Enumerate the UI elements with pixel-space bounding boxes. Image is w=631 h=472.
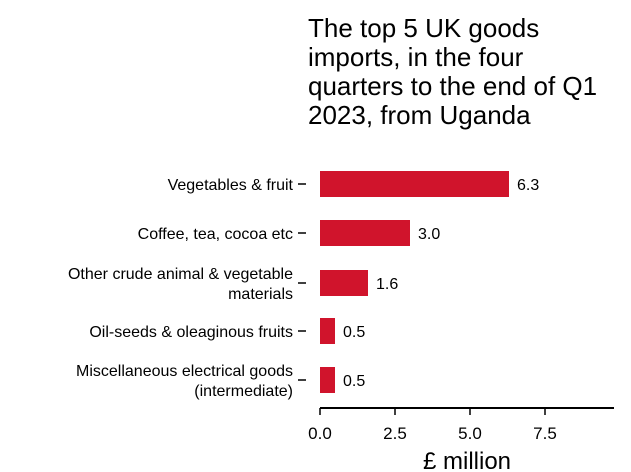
- data-label: 0.5: [343, 373, 365, 390]
- bar: [320, 367, 335, 393]
- category-label: Coffee, tea, cocoa etc: [138, 226, 293, 243]
- category-label: materials: [228, 286, 293, 303]
- data-label: 0.5: [343, 324, 365, 341]
- chart-title: The top 5 UK goods imports, in the four …: [308, 14, 628, 130]
- bar: [320, 270, 368, 296]
- category-label: Miscellaneous electrical goods: [76, 363, 293, 380]
- category-label: (intermediate): [194, 383, 293, 400]
- chart-title-line: 2023, from Uganda: [308, 100, 531, 130]
- data-label: 6.3: [517, 177, 539, 194]
- chart-title-line: quarters to the end of Q1: [308, 71, 598, 101]
- x-tick-label: 2.5: [383, 424, 407, 443]
- data-label: 3.0: [418, 226, 440, 243]
- category-label: Other crude animal & vegetable: [68, 266, 293, 283]
- bar: [320, 220, 410, 246]
- chart-title-line: imports, in the four: [308, 42, 524, 72]
- category-label: Oil-seeds & oleaginous fruits: [89, 324, 293, 341]
- category-label: Vegetables & fruit: [168, 177, 294, 194]
- chart-title-line: The top 5 UK goods: [308, 13, 540, 43]
- x-tick-label: 0.0: [308, 424, 332, 443]
- data-label: 1.6: [376, 276, 398, 293]
- x-tick-label: 7.5: [533, 424, 557, 443]
- x-axis-label: £ million: [423, 448, 511, 472]
- bar: [320, 171, 509, 197]
- x-tick-label: 5.0: [458, 424, 482, 443]
- bar: [320, 318, 335, 344]
